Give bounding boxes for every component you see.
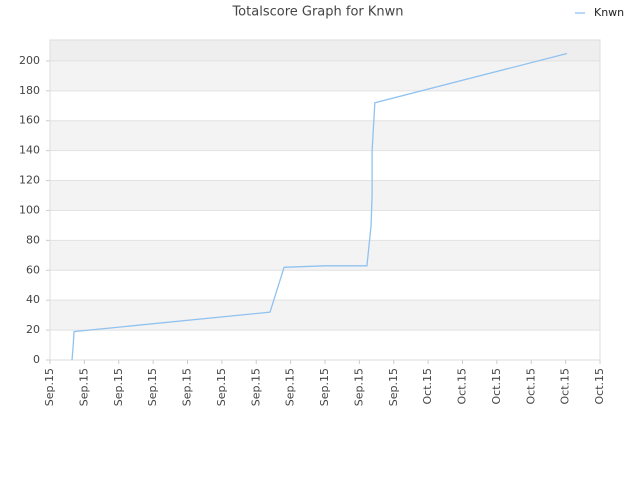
y-tick-label: 160 — [19, 114, 40, 127]
grid-band — [50, 60, 600, 91]
y-tick-label: 40 — [26, 293, 40, 306]
x-tick-label: Sep.15 — [249, 368, 262, 406]
x-tick-label: Sep.15 — [146, 368, 159, 406]
x-tick-label: Sep.15 — [181, 368, 194, 406]
x-tick-label: Oct.15 — [456, 368, 469, 405]
x-tick-label: Sep.15 — [43, 368, 56, 406]
grid-band — [50, 270, 600, 301]
x-tick-label: Sep.15 — [112, 368, 125, 406]
grid-band — [50, 40, 600, 61]
y-tick-label: 120 — [19, 174, 40, 187]
y-tick-label: 80 — [26, 233, 40, 246]
x-tick-label: Sep.15 — [215, 368, 228, 406]
series-line — [71, 52, 568, 361]
x-tick-label: Sep.15 — [352, 368, 365, 406]
x-tick-label: Oct.15 — [490, 368, 503, 405]
x-tick-label: Oct.15 — [559, 368, 572, 405]
chart-title: Totalscore Graph for Knwn — [231, 5, 403, 20]
grid-band — [50, 90, 600, 121]
x-tick-label: Sep.15 — [284, 368, 297, 406]
y-tick-label: 100 — [19, 203, 40, 216]
y-tick-label: 20 — [26, 323, 40, 336]
x-tick-label: Oct.15 — [524, 368, 537, 405]
grid-band — [50, 150, 600, 181]
x-tick-label: Oct.15 — [421, 368, 434, 405]
legend-label: Knwn — [594, 6, 624, 19]
y-tick-label: 200 — [19, 54, 40, 67]
grid-band — [50, 210, 600, 241]
grid-band — [50, 330, 600, 360]
grid-band — [50, 120, 600, 151]
y-tick-label: 180 — [19, 84, 40, 97]
x-tick-label: Sep.15 — [77, 368, 90, 406]
x-tick-label: Sep.15 — [318, 368, 331, 406]
x-tick-label: Sep.15 — [387, 368, 400, 406]
y-tick-label: 0 — [33, 353, 40, 366]
grid-band — [50, 180, 600, 211]
x-tick-label: Oct.15 — [593, 368, 606, 405]
y-tick-label: 140 — [19, 144, 40, 157]
y-tick-label: 60 — [26, 263, 40, 276]
